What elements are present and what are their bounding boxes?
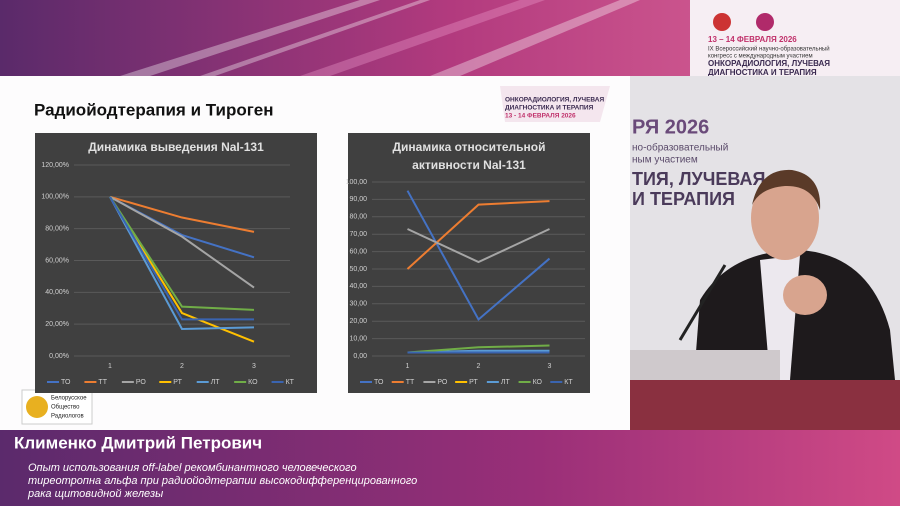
- badge-dates: 13 - 14 ФЕВРАЛЯ 2026: [505, 113, 576, 120]
- logo: [713, 13, 731, 31]
- y-tick-label: 20,00%: [45, 321, 69, 328]
- badge-title: ДИАГНОСТИКА И ТЕРАПИЯ: [505, 105, 594, 112]
- chart-area: [348, 133, 590, 393]
- talk-title: рака щитовидной железы: [27, 488, 163, 500]
- legend-label: ЛТ: [501, 379, 511, 386]
- header-panel: [690, 0, 900, 76]
- society-name: Белорусское: [51, 396, 87, 402]
- podium-front: [630, 380, 900, 430]
- header-title: ДИАГНОСТИКА И ТЕРАПИЯ: [708, 68, 817, 77]
- y-tick-label: 70,00: [349, 231, 367, 238]
- header-title: ОНКОРАДИОЛОГИЯ, ЛУЧЕВАЯ: [708, 59, 830, 68]
- legend-label: ТО: [61, 379, 71, 386]
- legend-label: РТ: [173, 379, 182, 386]
- backdrop-text: И ТЕРАПИЯ: [632, 189, 735, 209]
- y-tick-label: 60,00: [349, 248, 367, 255]
- series-line: [109, 195, 255, 289]
- y-tick-label: 0,00: [353, 353, 367, 360]
- series-line: [407, 228, 550, 264]
- slide-title: Радиойодтерапия и Тироген: [34, 100, 274, 119]
- y-tick-label: 100,00%: [41, 194, 69, 201]
- y-tick-label: 20,00: [349, 318, 367, 325]
- y-tick-label: 40,00: [349, 283, 367, 290]
- x-tick-label: 2: [477, 363, 481, 370]
- x-tick-label: 1: [108, 363, 112, 370]
- society-name: Радиологов: [51, 414, 84, 420]
- header-congress: IX Всероссийский научно-образовательный: [708, 46, 830, 53]
- y-tick-label: 50,00: [349, 266, 367, 273]
- header-congress: конгресс с международным участием: [708, 54, 813, 60]
- badge-title: ОНКОРАДИОЛОГИЯ, ЛУЧЕВАЯ: [505, 97, 604, 104]
- speaker-name: Клименко Дмитрий Петрович: [14, 433, 262, 452]
- legend-label: КО: [533, 379, 543, 386]
- speaker-hand: [783, 275, 827, 315]
- chart-area: [35, 133, 317, 393]
- legend-label: КТ: [564, 379, 573, 386]
- series-line: [109, 196, 255, 343]
- badge-bg: [500, 86, 610, 122]
- series-line: [406, 190, 551, 322]
- speaker-hair: [752, 169, 821, 210]
- chart-title: активности NaI-131: [412, 158, 526, 172]
- backdrop-text: ным участием: [632, 155, 698, 166]
- series-line: [406, 200, 550, 270]
- backdrop-text: РЯ 2026: [632, 116, 709, 138]
- microphone: [678, 264, 727, 341]
- podium: [630, 350, 780, 380]
- chart-title: Динамика выведения NaI-131: [88, 140, 264, 154]
- y-tick-label: 100,00: [346, 179, 368, 186]
- talk-title: тиреотропна альфа при радиойодтерапии вы…: [28, 475, 417, 487]
- y-tick-label: 120,00%: [41, 162, 69, 169]
- y-tick-label: 40,00%: [45, 289, 69, 296]
- series-line: [109, 196, 255, 311]
- header-dates: 13 – 14 ФЕВРАЛЯ 2026: [708, 35, 797, 44]
- y-tick-label: 90,00: [349, 196, 367, 203]
- legend-label: КТ: [286, 379, 295, 386]
- series-line: [109, 196, 254, 321]
- y-tick-label: 30,00: [349, 301, 367, 308]
- society-name: Общество: [51, 405, 80, 411]
- y-tick-label: 80,00: [349, 214, 367, 221]
- talk-title: Опыт использования off-label рекомбинант…: [28, 462, 357, 474]
- y-tick-label: 10,00: [349, 335, 367, 342]
- series-line: [109, 195, 255, 233]
- legend-label: ТТ: [406, 379, 415, 386]
- charts: Динамика выведения NaI-131 0,00% 20,00% 40,…: [35, 133, 590, 393]
- y-tick-label: 0,00%: [49, 353, 69, 360]
- legend-label: ЛТ: [211, 379, 221, 386]
- banner-stripes: [120, 0, 640, 76]
- legend-label: ТО: [374, 379, 384, 386]
- speaker-head: [751, 176, 819, 260]
- x-tick-label: 3: [548, 363, 552, 370]
- series-line: [109, 196, 255, 330]
- legend-label: РТ: [469, 379, 478, 386]
- x-tick-label: 1: [406, 363, 410, 370]
- y-tick-label: 80,00%: [45, 226, 69, 233]
- backdrop-text: ТИЯ, ЛУЧЕВАЯ: [632, 169, 765, 189]
- backdrop-text: но-образовательный: [632, 142, 728, 154]
- legend-label: РО: [136, 379, 147, 386]
- x-tick-label: 3: [252, 363, 256, 370]
- lower-third: [0, 430, 900, 506]
- y-tick-label: 60,00%: [45, 257, 69, 264]
- x-tick-label: 2: [180, 363, 184, 370]
- chart-title: Динамика относительной: [393, 140, 546, 154]
- logo: [756, 13, 774, 31]
- legend-label: ТТ: [98, 379, 107, 386]
- legend-label: КО: [248, 379, 258, 386]
- society-emblem: [26, 396, 48, 418]
- series-line: [407, 344, 550, 354]
- legend-label: РО: [437, 379, 448, 386]
